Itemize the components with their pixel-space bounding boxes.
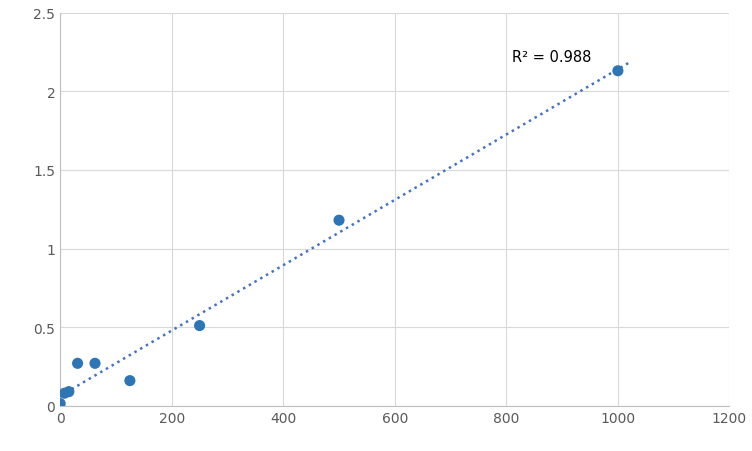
Point [193,322,205,330]
Text: R² = 0.988: R² = 0.988 [512,51,591,65]
Point [59,390,71,397]
Point [89,360,101,367]
Point [71,360,83,367]
Point [124,377,136,384]
Point [63,388,75,396]
Point [54,400,66,407]
Point [612,68,624,75]
Point [333,217,345,224]
